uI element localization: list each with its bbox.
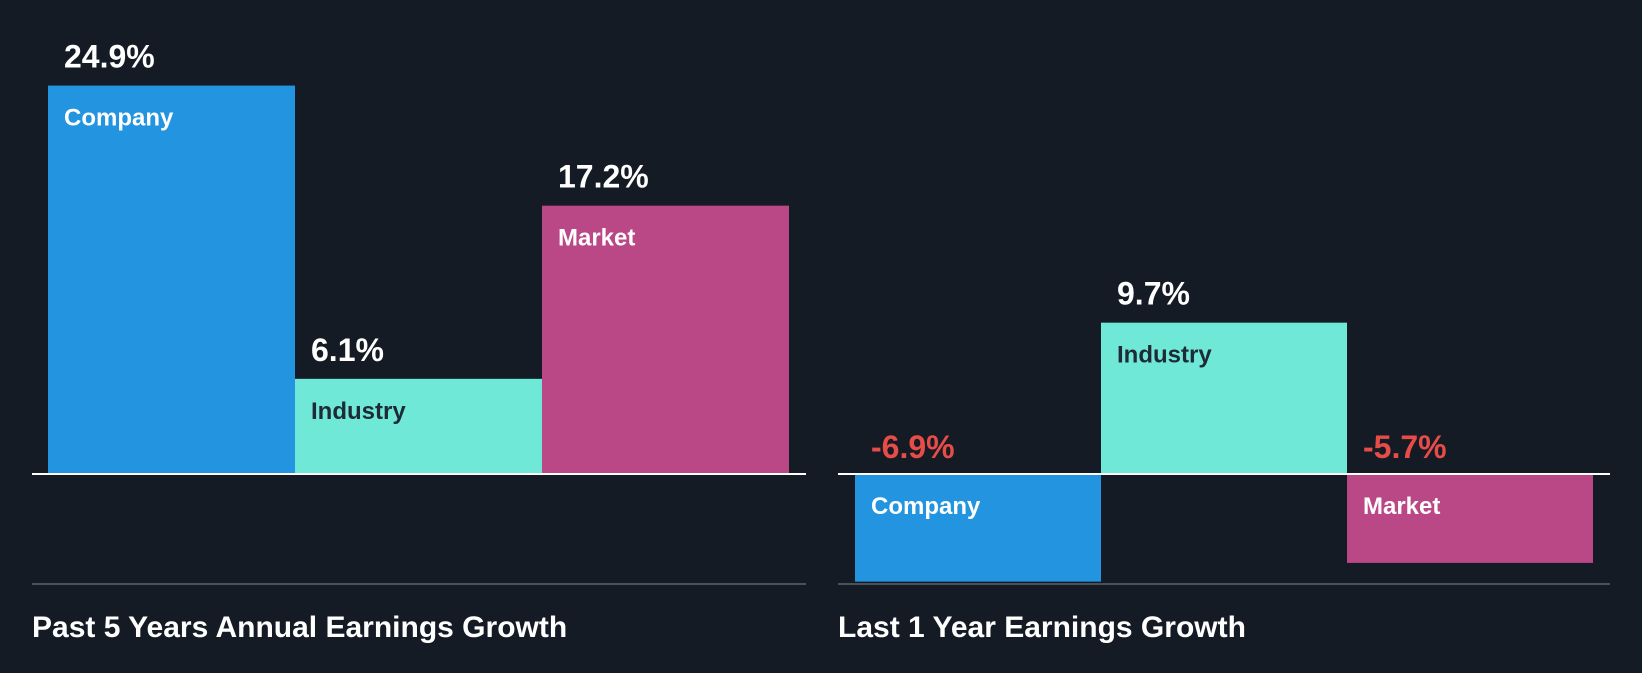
last-1-year-category-label-company: Company	[871, 493, 981, 520]
past-5-years-bar-company	[48, 85, 295, 474]
last-1-year-value-label-market: -5.7%	[1363, 429, 1447, 465]
last-1-year-bar-company	[855, 474, 1101, 582]
last-1-year-category-label-market: Market	[1363, 493, 1440, 520]
past-5-years-bar-industry	[295, 378, 542, 474]
last-1-year-bar-market	[1347, 474, 1593, 563]
past-5-years-category-label-industry: Industry	[311, 398, 406, 425]
past-5-years-value-label-company: 24.9%	[64, 39, 155, 75]
past-5-years-category-label-market: Market	[558, 225, 635, 252]
past-5-years-category-label-company: Company	[64, 105, 174, 132]
last-1-year-bar-industry	[1101, 322, 1347, 474]
past-5-years-value-label-industry: 6.1%	[311, 332, 384, 368]
past-5-years-chart-title: Past 5 Years Annual Earnings Growth	[32, 611, 567, 644]
last-1-year-chart-title: Last 1 Year Earnings Growth	[838, 611, 1246, 644]
past-5-years-value-label-market: 17.2%	[558, 159, 649, 195]
past-5-years-bar-market	[542, 205, 789, 474]
last-1-year-value-label-company: -6.9%	[871, 429, 955, 465]
last-1-year-category-label-industry: Industry	[1117, 342, 1212, 369]
last-1-year-value-label-industry: 9.7%	[1117, 276, 1190, 312]
